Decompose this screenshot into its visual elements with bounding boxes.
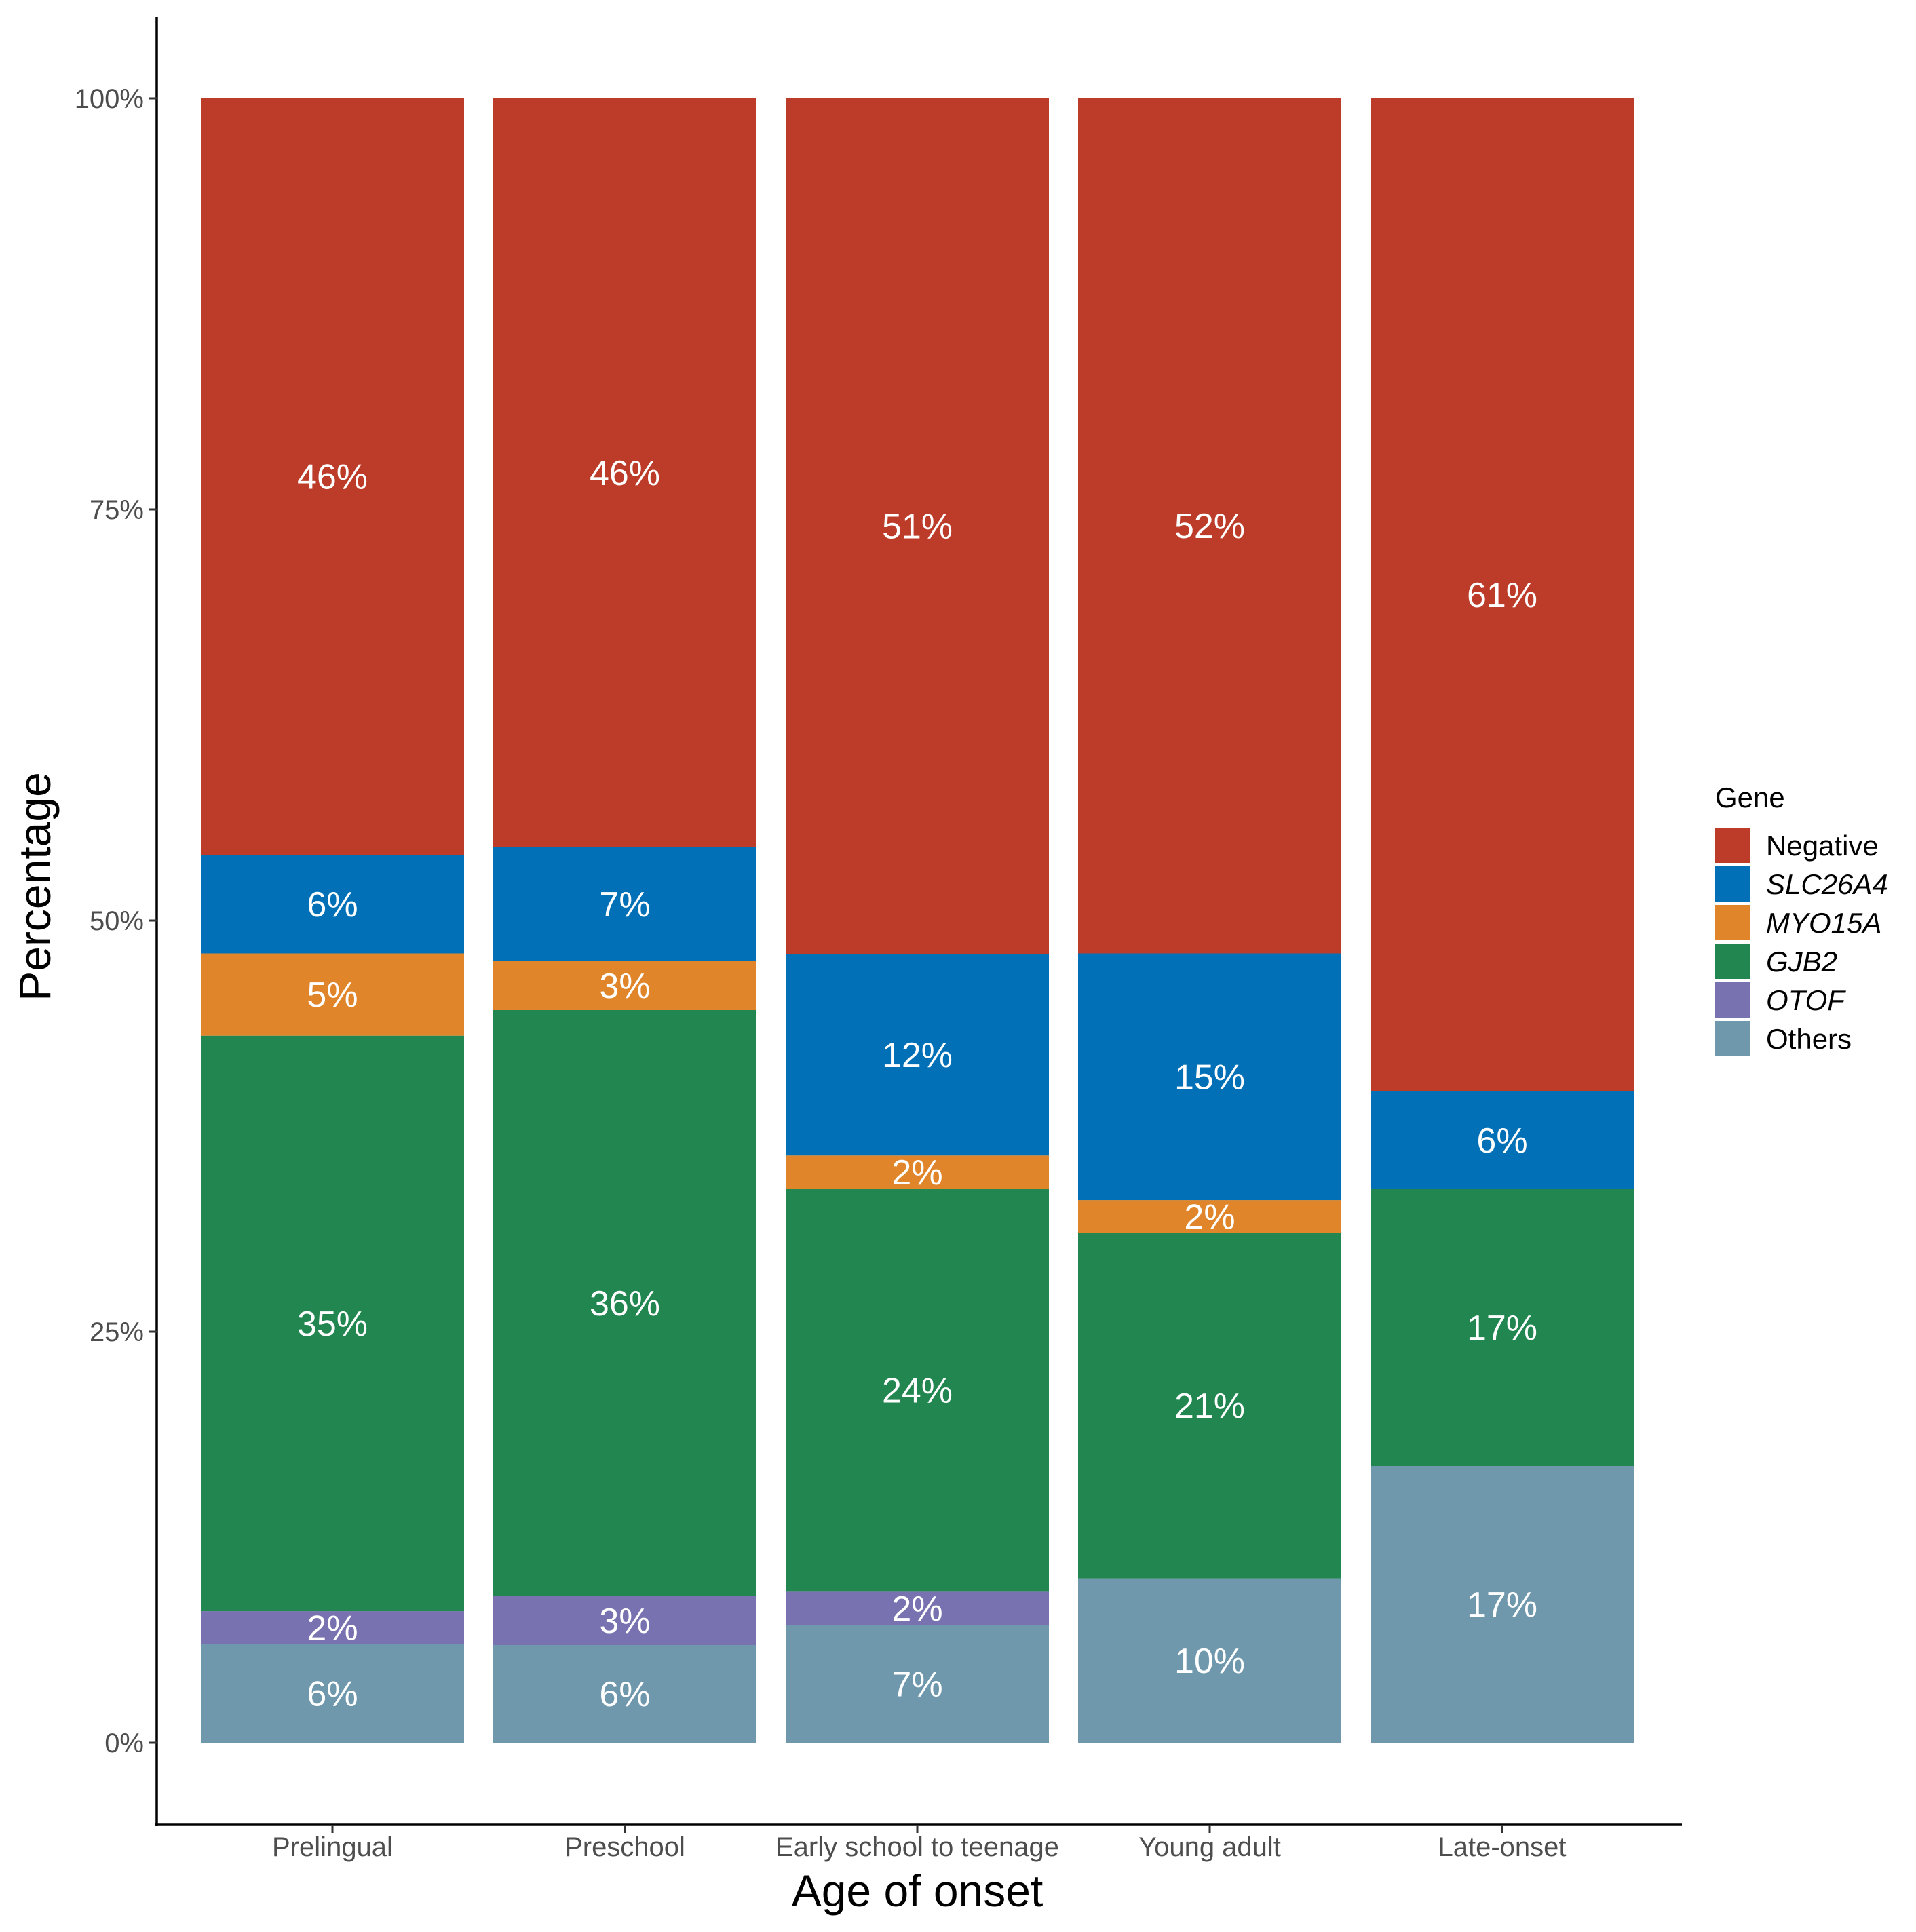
bar-segment-otof [786, 1591, 1049, 1625]
bar-data-label: 51% [882, 507, 953, 547]
bar-data-label: 7% [599, 885, 650, 925]
x-ticks: Prelingual Preschool Early school to teena… [272, 1825, 1567, 1862]
legend-swatch [1715, 944, 1750, 979]
bar-data-label: 46% [297, 458, 368, 497]
y-tick-label: 100% [75, 84, 144, 114]
bar-segment-negative [493, 98, 756, 847]
bar-data-label: 15% [1174, 1058, 1245, 1097]
legend-swatch [1715, 866, 1750, 902]
x-axis-title: Age of onset [792, 1866, 1043, 1916]
bars: 6% 2% 35% 5% 6% 46% 6% 3% 36% 3% 7% 46% 7% 2% 24% 2% 12%… [201, 98, 1634, 1743]
bar-data-label: 10% [1174, 1642, 1245, 1681]
bar-data-label: 6% [599, 1675, 650, 1714]
y-axis-title: Percentage [9, 772, 60, 1001]
bar-segment-negative [1078, 98, 1341, 954]
legend-label: GJB2 [1766, 946, 1837, 978]
bar-data-label: 12% [882, 1036, 953, 1075]
bar-segment-others [786, 1625, 1049, 1743]
bar-data-label: 6% [307, 1674, 358, 1714]
bar-segment-others [1371, 1466, 1634, 1743]
legend-title: Gene [1715, 781, 1785, 813]
legend-label: Negative [1766, 830, 1879, 862]
legend-label: MYO15A [1766, 907, 1881, 939]
y-tick-label: 0% [104, 1728, 144, 1758]
bar-segment-myo15a [1078, 1200, 1341, 1233]
bar-segment-others [1078, 1578, 1341, 1743]
x-tick-label: Young adult [1138, 1832, 1281, 1862]
bar-data-label: 46% [590, 454, 660, 493]
bar-data-label: 2% [892, 1589, 942, 1629]
y-ticks: 0% 25% 50% 75% 100% [75, 84, 157, 1758]
legend-label: OTOF [1766, 984, 1846, 1016]
bar-data-label: 35% [297, 1305, 368, 1344]
bar-segment-gjb2 [786, 1189, 1049, 1592]
legend-label: SLC26A4 [1766, 868, 1888, 900]
x-tick-label: Late-onset [1438, 1832, 1566, 1862]
bar-data-label: 6% [1476, 1121, 1527, 1161]
legend-swatch [1715, 1021, 1750, 1056]
bar-segment-slc26a4 [1371, 1091, 1634, 1189]
bar-data-label: 36% [590, 1284, 660, 1324]
bar-data-label: 2% [1184, 1197, 1235, 1237]
bar-segment-slc26a4 [493, 847, 756, 961]
bar-segment-negative [786, 98, 1049, 954]
y-tick-label: 25% [90, 1317, 144, 1347]
bar-segment-negative [1371, 98, 1634, 1091]
x-tick-label: Prelingual [272, 1832, 393, 1862]
y-tick-label: 50% [90, 906, 144, 936]
bar-segment-slc26a4 [201, 855, 464, 954]
bar-data-label: 7% [892, 1665, 942, 1704]
bar-segment-slc26a4 [786, 954, 1049, 1156]
bar-data-label: 24% [882, 1372, 953, 1411]
bar-segment-others [493, 1645, 756, 1743]
legend-swatch [1715, 982, 1750, 1018]
bar-segment-otof [201, 1611, 464, 1644]
bar-segment-negative [201, 98, 464, 855]
bar-segment-gjb2 [201, 1035, 464, 1612]
bar-data-label: 17% [1467, 1585, 1537, 1625]
legend: Gene Negative SLC26A4 MYO15A GJB2 OTOF Others [1715, 781, 1888, 1056]
bar-segment-gjb2 [1078, 1233, 1341, 1579]
bar-data-label: 52% [1174, 507, 1245, 546]
bar-data-label: 61% [1467, 576, 1537, 615]
bar-segment-slc26a4 [1078, 953, 1341, 1201]
legend-swatch [1715, 905, 1750, 940]
bar-segment-otof [493, 1596, 756, 1645]
bar-data-label: 17% [1467, 1309, 1537, 1348]
y-tick-label: 75% [90, 495, 144, 525]
bar-data-label: 21% [1174, 1387, 1245, 1426]
bar-data-label: 6% [307, 885, 358, 925]
bar-segment-myo15a [201, 953, 464, 1036]
bar-segment-gjb2 [1371, 1189, 1634, 1466]
bar-data-label: 2% [307, 1608, 358, 1648]
x-tick-label: Preschool [564, 1832, 685, 1862]
bar-data-label: 3% [599, 1602, 650, 1641]
legend-label: Others [1766, 1023, 1852, 1055]
x-tick-label: Early school to teenage [775, 1832, 1059, 1862]
bar-segment-myo15a [786, 1155, 1049, 1189]
bar-segment-gjb2 [493, 1010, 756, 1596]
bar-data-label: 2% [892, 1153, 942, 1193]
bar-data-label: 5% [307, 975, 358, 1015]
legend-swatch [1715, 828, 1750, 863]
bar-data-label: 3% [599, 967, 650, 1006]
bar-segment-others [201, 1644, 464, 1743]
bar-segment-myo15a [493, 961, 756, 1010]
